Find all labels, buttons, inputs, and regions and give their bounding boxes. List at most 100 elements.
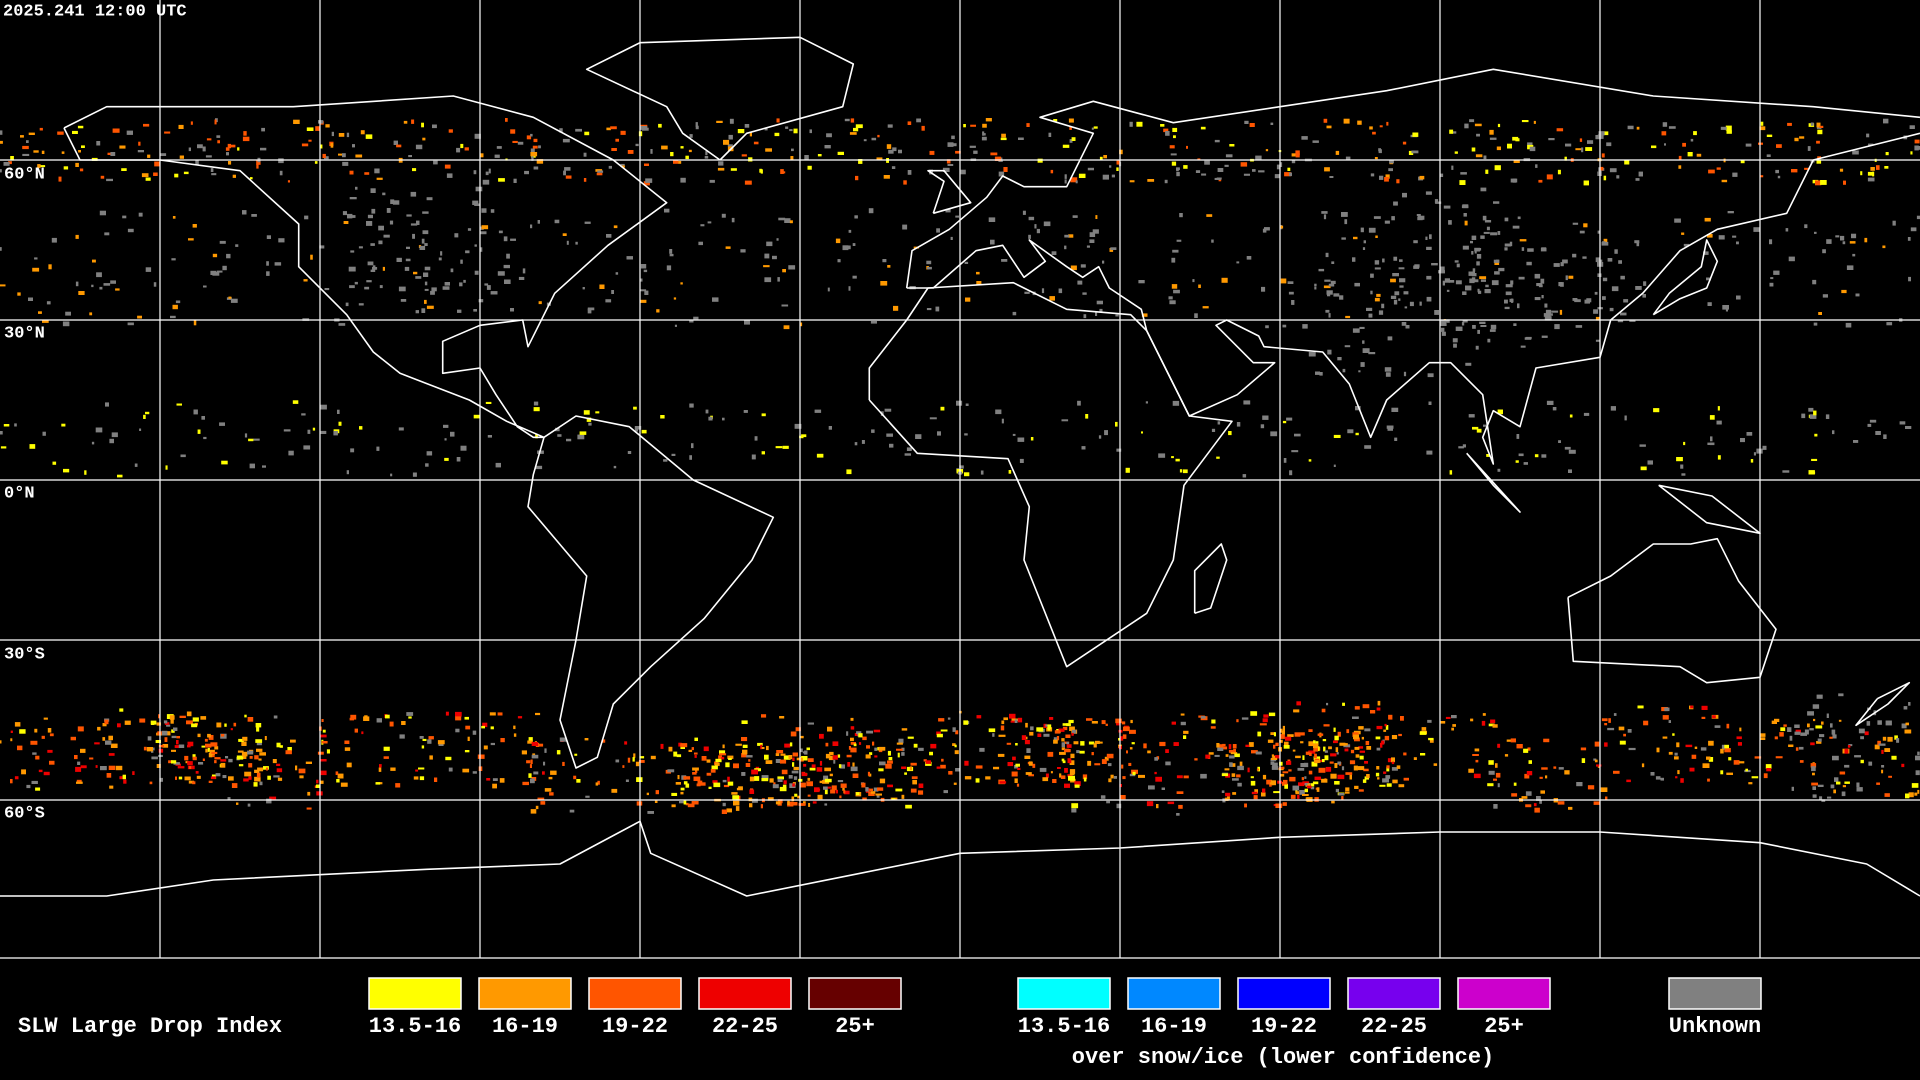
cloud-pixel (1076, 750, 1080, 754)
cloud-pixel (154, 161, 161, 167)
cloud-pixel (937, 431, 941, 436)
cloud-pixel (1507, 143, 1512, 149)
cloud-pixel (1402, 141, 1407, 145)
cloud-pixel (333, 431, 338, 436)
cloud-pixel (1403, 777, 1409, 781)
cloud-pixel (1049, 717, 1054, 720)
cloud-pixel (321, 741, 328, 744)
cloud-pixel (1438, 270, 1445, 274)
cloud-pixel (283, 429, 291, 432)
cloud-pixel (1103, 155, 1107, 159)
cloud-pixel (1830, 723, 1833, 728)
cloud-pixel (1246, 256, 1252, 260)
cloud-pixel (222, 265, 227, 271)
cloud-pixel (203, 285, 207, 288)
cloud-pixel (1383, 771, 1387, 774)
cloud-pixel (673, 751, 678, 757)
cloud-pixel (482, 722, 488, 728)
cloud-pixel (35, 755, 40, 760)
cloud-pixel (1165, 131, 1170, 136)
cloud-pixel (941, 758, 944, 762)
cloud-pixel (1399, 278, 1406, 283)
cloud-pixel (421, 238, 425, 244)
cloud-pixel (866, 745, 870, 749)
cloud-pixel (855, 124, 863, 129)
cloud-pixel (1069, 726, 1075, 731)
cloud-pixel (1291, 153, 1296, 157)
cloud-pixel (526, 135, 532, 140)
cloud-pixel (1482, 215, 1487, 221)
cloud-pixel (460, 259, 463, 264)
cloud-pixel (366, 280, 372, 283)
cloud-pixel (342, 211, 347, 216)
cloud-pixel (873, 729, 881, 733)
cloud-pixel (1402, 192, 1407, 198)
cloud-pixel (1605, 796, 1608, 800)
cloud-pixel (399, 734, 405, 739)
cloud-pixel (687, 803, 695, 808)
cloud-pixel (1479, 321, 1486, 324)
cloud-pixel (663, 459, 668, 462)
cloud-pixel (807, 165, 812, 170)
cloud-pixel (1308, 770, 1313, 775)
cloud-pixel (1694, 746, 1698, 749)
cloud-pixel (1583, 180, 1589, 186)
cloud-pixel (680, 743, 688, 748)
cloud-pixel (1198, 284, 1201, 288)
cloud-pixel (735, 806, 740, 811)
cloud-pixel (852, 773, 859, 778)
cloud-pixel (1329, 761, 1334, 764)
cloud-pixel (1732, 172, 1738, 177)
cloud-pixel (858, 733, 863, 738)
cloud-pixel (1901, 763, 1905, 768)
cloud-pixel (870, 321, 877, 324)
cloud-pixel (256, 163, 259, 169)
cloud-pixel (823, 786, 828, 790)
cloud-pixel (1171, 161, 1177, 166)
cloud-pixel (955, 768, 960, 772)
cloud-pixel (1167, 801, 1175, 805)
cloud-pixel (1126, 750, 1128, 754)
cloud-pixel (522, 268, 526, 274)
cloud-pixel (1579, 138, 1583, 142)
cloud-pixel (1638, 171, 1643, 177)
cloud-pixel (1300, 741, 1304, 744)
coastline (868, 281, 1233, 668)
cloud-pixel (1804, 167, 1810, 170)
cloud-pixel (1878, 743, 1886, 746)
cloud-pixel (153, 282, 157, 287)
cloud-pixel (1298, 782, 1305, 787)
cloud-pixel (484, 283, 489, 286)
cloud-pixel (1217, 168, 1224, 172)
cloud-pixel (220, 762, 226, 768)
cloud-pixel (303, 279, 308, 282)
cloud-pixel (1176, 813, 1180, 816)
latitude-label: 60°N (4, 165, 45, 184)
cloud-pixel (1707, 234, 1713, 238)
cloud-pixel (1518, 453, 1524, 457)
cloud-pixel (1849, 241, 1856, 244)
cloud-pixel (835, 238, 841, 244)
cloud-pixel (643, 181, 650, 186)
cloud-pixel (10, 156, 14, 161)
cloud-pixel (448, 767, 453, 772)
cloud-pixel (1708, 740, 1714, 746)
cloud-pixel (287, 747, 292, 752)
cloud-pixel (1362, 779, 1367, 783)
cloud-pixel (1441, 327, 1445, 332)
cloud-pixel (1363, 768, 1369, 772)
cloud-pixel (1740, 160, 1745, 164)
cloud-pixel (1816, 122, 1821, 128)
cloud-pixel (1469, 278, 1475, 284)
cloud-pixel (668, 746, 673, 752)
cloud-pixel (1478, 290, 1482, 294)
cloud-pixel (255, 739, 263, 743)
legend-label: 25+ (835, 1014, 875, 1039)
cloud-pixel (901, 747, 905, 752)
cloud-pixel (220, 759, 227, 762)
cloud-pixel (988, 728, 996, 733)
cloud-pixel (689, 455, 692, 460)
cloud-pixel (1807, 146, 1811, 151)
cloud-pixel (1488, 770, 1495, 775)
cloud-pixel (423, 272, 429, 277)
